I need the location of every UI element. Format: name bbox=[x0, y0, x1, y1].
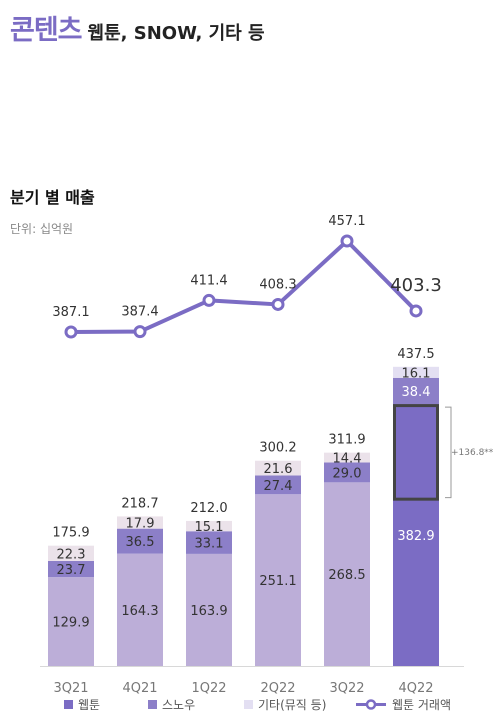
highlight-box-4Q22 bbox=[393, 404, 439, 501]
data-label-snow-4Q22: 38.4 bbox=[402, 385, 431, 400]
bar-segment-webtoon-1Q22 bbox=[186, 553, 232, 666]
bar-segment-other-4Q21 bbox=[117, 516, 163, 529]
unit-label: 단위: 십억원 bbox=[10, 222, 74, 236]
line-point-2Q22 bbox=[271, 297, 285, 311]
line-point-4Q21 bbox=[133, 325, 147, 339]
x-tick-label-3Q21: 3Q21 bbox=[53, 681, 88, 696]
data-label-webtoon-3Q22: 268.5 bbox=[328, 568, 365, 583]
total-label-3Q22: 311.9 bbox=[328, 433, 365, 448]
line-label-3Q22: 457.1 bbox=[328, 214, 365, 229]
line-point-1Q22 bbox=[202, 293, 216, 307]
page-title: 콘텐츠 bbox=[10, 15, 83, 46]
x-tick-label-1Q22: 1Q22 bbox=[191, 681, 226, 696]
x-tick-label-2Q22: 2Q22 bbox=[260, 681, 295, 696]
data-label-other-4Q21: 17.9 bbox=[126, 517, 155, 532]
legend-line-marker bbox=[365, 699, 377, 710]
line-label-2Q22: 408.3 bbox=[259, 277, 296, 292]
page-header: 콘텐츠 웹툰, SNOW, 기타 등 bbox=[10, 8, 265, 47]
data-label-other-2Q22: 21.6 bbox=[264, 462, 293, 477]
legend-swatch-2 bbox=[244, 700, 253, 709]
bar-segment-other-3Q21 bbox=[48, 545, 94, 561]
total-label-1Q22: 212.0 bbox=[190, 501, 227, 516]
line-label-3Q21: 387.1 bbox=[52, 305, 89, 320]
data-label-webtoon-4Q21: 164.3 bbox=[121, 604, 158, 619]
legend-label-line: 웹툰 거래액 bbox=[392, 698, 451, 712]
bar-segment-snow-3Q21 bbox=[48, 560, 94, 578]
bar-segment-webtoon-3Q22 bbox=[324, 482, 370, 666]
annotation-label: +136.8** bbox=[451, 448, 494, 458]
data-label-other-4Q22: 16.1 bbox=[402, 366, 431, 381]
line-label-4Q21: 387.4 bbox=[121, 305, 158, 320]
legend-label-2: 기타(뮤직 등) bbox=[258, 698, 326, 712]
legend-label-0: 웹툰 bbox=[78, 698, 100, 712]
line-point-4Q22 bbox=[409, 304, 423, 318]
total-label-4Q22: 437.5 bbox=[397, 347, 434, 362]
data-label-snow-3Q21: 23.7 bbox=[57, 563, 86, 578]
legend-swatch-1 bbox=[148, 700, 157, 709]
total-label-4Q21: 218.7 bbox=[121, 496, 158, 511]
legend-swatch-0 bbox=[64, 700, 73, 709]
line-label-4Q22: 403.3 bbox=[390, 275, 442, 296]
chart-title: 분기 별 매출 bbox=[10, 188, 95, 207]
data-label-webtoon-4Q22: 382.9 bbox=[397, 529, 434, 544]
bar-segment-snow-2Q22 bbox=[255, 475, 301, 495]
bar-segment-webtoon-4Q21 bbox=[117, 553, 163, 666]
data-label-snow-1Q22: 33.1 bbox=[195, 537, 224, 552]
x-tick-label-4Q22: 4Q22 bbox=[398, 681, 433, 696]
x-tick-label-3Q22: 3Q22 bbox=[329, 681, 364, 696]
bar-segment-other-2Q22 bbox=[255, 460, 301, 476]
x-tick-label-4Q21: 4Q21 bbox=[122, 681, 157, 696]
bar-segment-webtoon-3Q21 bbox=[48, 577, 94, 666]
page-subtitle: 웹툰, SNOW, 기타 등 bbox=[87, 23, 265, 44]
bar-segment-snow-4Q22 bbox=[393, 377, 439, 405]
bar-segment-webtoon-2Q22 bbox=[255, 494, 301, 666]
data-label-other-1Q22: 15.1 bbox=[195, 520, 224, 535]
bar-segment-other-3Q22 bbox=[324, 452, 370, 463]
data-label-snow-2Q22: 27.4 bbox=[264, 479, 293, 494]
line-point-3Q22 bbox=[340, 234, 354, 248]
data-label-other-3Q22: 14.4 bbox=[333, 452, 362, 467]
bar-segment-other-1Q22 bbox=[186, 520, 232, 532]
total-label-2Q22: 300.2 bbox=[259, 441, 296, 456]
data-label-snow-4Q21: 36.5 bbox=[126, 535, 155, 550]
bar-segment-snow-3Q22 bbox=[324, 462, 370, 483]
bar-segment-snow-4Q21 bbox=[117, 528, 163, 554]
line-label-1Q22: 411.4 bbox=[190, 273, 227, 288]
data-label-other-3Q21: 22.3 bbox=[57, 547, 86, 562]
data-label-webtoon-3Q21: 129.9 bbox=[52, 616, 89, 631]
data-label-webtoon-2Q22: 251.1 bbox=[259, 574, 296, 589]
annotation-bracket bbox=[445, 406, 452, 499]
bar-segment-other-4Q22 bbox=[393, 366, 439, 378]
total-label-3Q21: 175.9 bbox=[52, 526, 89, 541]
legend-label-1: 스노우 bbox=[162, 698, 195, 712]
data-label-webtoon-1Q22: 163.9 bbox=[190, 604, 227, 619]
bar-segment-webtoon-4Q22 bbox=[393, 404, 439, 666]
line-webtoon-transaction bbox=[70, 239, 418, 334]
line-point-3Q21 bbox=[64, 325, 78, 339]
bar-segment-snow-1Q22 bbox=[186, 531, 232, 554]
data-label-snow-3Q22: 29.0 bbox=[333, 466, 362, 481]
